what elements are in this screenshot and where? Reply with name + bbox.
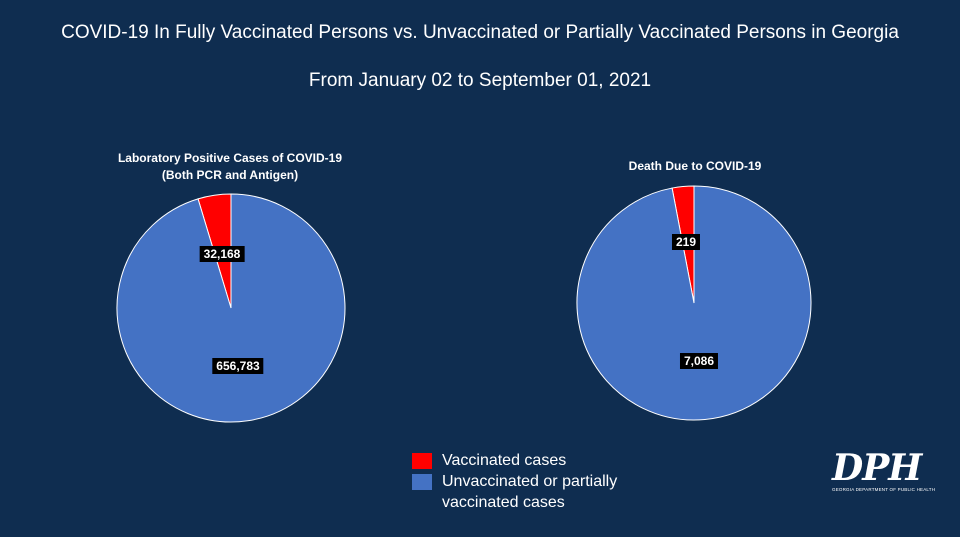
legend-item-vaccinated: Vaccinated cases	[412, 450, 642, 471]
deaths-chart-title-line1: Death Due to COVID-19	[628, 159, 762, 173]
cases-chart-title-line2: (Both PCR and Antigen)	[161, 168, 299, 182]
deaths-pie-chart	[576, 185, 812, 421]
cases-chart-title: Laboratory Positive Cases of COVID-19 (B…	[80, 150, 380, 184]
dph-logo-text: DPH	[832, 447, 922, 489]
legend-swatch-unvaccinated	[412, 474, 432, 490]
deaths-slice-unvaccinated	[576, 185, 812, 421]
dph-logo: DPH GEORGIA DEPARTMENT OF PUBLIC HEALTH	[832, 447, 936, 494]
page-title: COVID-19 In Fully Vaccinated Persons vs.…	[61, 22, 899, 43]
cases-pie-chart	[116, 193, 346, 423]
cases-unvaccinated-label: 656,783	[212, 358, 264, 374]
deaths-unvaccinated-label: 7,086	[679, 353, 719, 369]
legend-label-vaccinated: Vaccinated cases	[442, 452, 567, 469]
deaths-chart-title: Death Due to COVID-19	[540, 158, 850, 175]
cases-slice-unvaccinated	[116, 193, 346, 423]
cases-vaccinated-label: 32,168	[199, 246, 245, 262]
legend-label-unvaccinated: Unvaccinated or partially vaccinated cas…	[442, 473, 618, 511]
cases-chart-title-line1: Laboratory Positive Cases of COVID-19	[117, 151, 343, 165]
deaths-vaccinated-label: 219	[671, 234, 701, 250]
legend-swatch-vaccinated	[412, 453, 432, 469]
dph-logo-subtext: GEORGIA DEPARTMENT OF PUBLIC HEALTH	[832, 487, 936, 492]
legend: Vaccinated cases Unvaccinated or partial…	[412, 450, 642, 513]
page-subtitle: From January 02 to September 01, 2021	[308, 70, 652, 91]
legend-item-unvaccinated: Unvaccinated or partially vaccinated cas…	[412, 471, 642, 513]
